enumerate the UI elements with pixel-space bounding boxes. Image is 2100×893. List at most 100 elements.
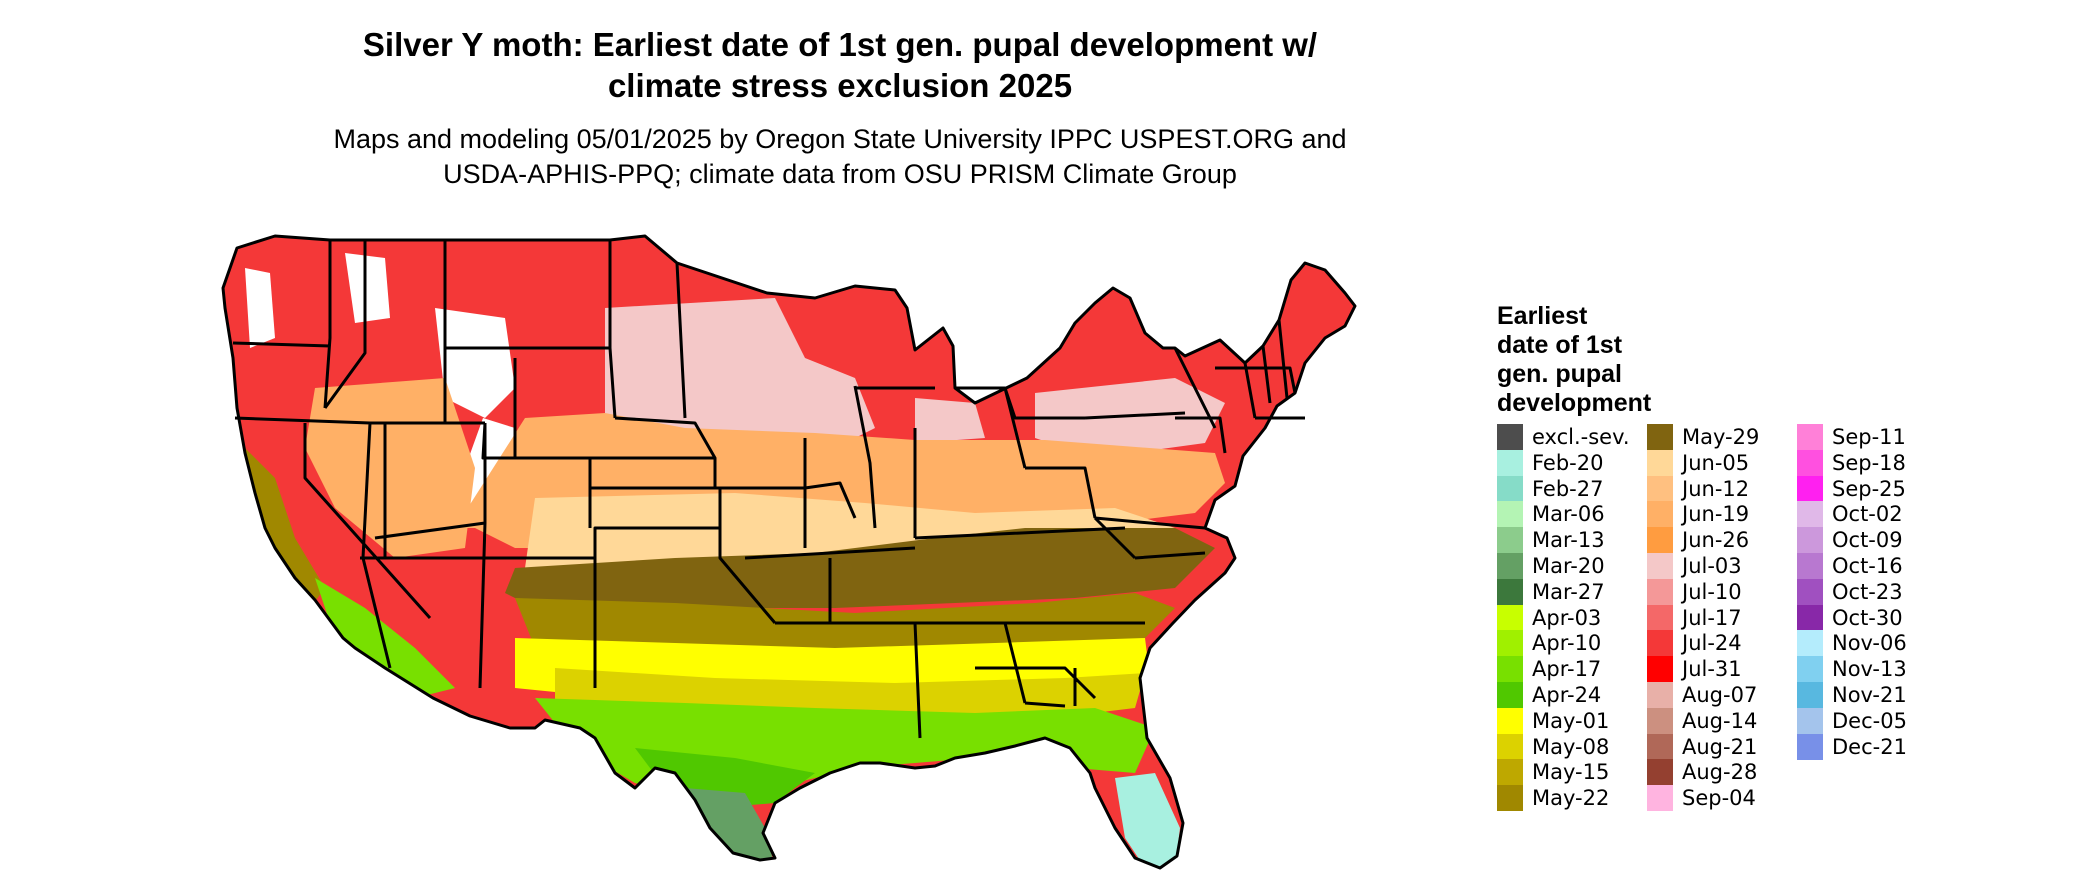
legend-item: Oct-16 [1797, 553, 1903, 579]
legend-swatch [1497, 527, 1523, 554]
lakes-light-zone [915, 398, 985, 443]
legend-item: Jul-31 [1647, 656, 1742, 683]
legend-item: Mar-06 [1497, 501, 1605, 528]
legend-swatch [1797, 501, 1823, 528]
legend-title-line: development [1497, 389, 1652, 417]
legend-label: Jun-12 [1682, 476, 1750, 501]
legend-label: Oct-16 [1832, 554, 1903, 578]
legend-item: Sep-11 [1797, 424, 1906, 450]
legend-title-line: date of 1st [1497, 331, 1623, 359]
legend-swatch [1647, 527, 1673, 554]
legend-item: Jun-19 [1647, 501, 1749, 528]
legend-label: Mar-13 [1532, 528, 1605, 553]
legend-label: Aug-07 [1682, 683, 1758, 707]
legend-label: May-01 [1532, 708, 1610, 733]
legend-item: Jul-17 [1647, 604, 1742, 631]
legend-item: Aug-07 [1647, 682, 1757, 708]
legend-item: Aug-21 [1647, 733, 1758, 760]
legend-label: May-22 [1532, 786, 1610, 811]
cascades-high-country [245, 268, 275, 348]
legend-swatch [1797, 707, 1823, 734]
legend-swatch [1497, 682, 1523, 708]
legend-label: Apr-10 [1532, 631, 1602, 656]
legend-label: Aug-21 [1682, 734, 1758, 759]
legend-label: Aug-28 [1682, 760, 1758, 785]
legend-swatch [1647, 424, 1673, 450]
legend-swatch [1797, 656, 1823, 683]
legend-title: Earliest date of 1st gen. pupal developm… [1497, 302, 1717, 418]
legend-swatch [1797, 578, 1823, 605]
legend-title-line: Earliest [1497, 302, 1588, 330]
legend-label: Oct-09 [1832, 528, 1903, 553]
legend-item: Jul-03 [1647, 553, 1742, 579]
legend-swatch [1497, 733, 1523, 760]
legend-label: Apr-24 [1532, 683, 1602, 707]
legend-swatch [1647, 578, 1673, 605]
legend-item: Aug-28 [1647, 759, 1758, 786]
legend-swatch [1647, 682, 1673, 708]
legend-item: Nov-21 [1797, 682, 1907, 708]
legend-label: Jun-05 [1682, 450, 1750, 475]
legend-item: Jul-24 [1647, 630, 1742, 657]
color-legend: excl.-sev. Feb-20 Feb-27 Mar-06 Mar-13 Mar-20… [1497, 424, 2097, 814]
us-phenology-map [221, 234, 1357, 870]
wyoming-high-country [435, 308, 515, 418]
legend-swatch [1647, 630, 1673, 657]
legend-label: Apr-03 [1532, 605, 1602, 630]
legend-swatch [1647, 785, 1673, 812]
legend-swatch [1797, 553, 1823, 579]
legend-label: Sep-18 [1832, 450, 1906, 475]
legend-label: Jul-03 [1682, 554, 1742, 578]
legend-swatch [1497, 424, 1523, 450]
california-olive-zone [235, 438, 325, 608]
legend-label: Feb-20 [1532, 450, 1604, 475]
legend-label: Apr-17 [1532, 657, 1602, 682]
legend-swatch [1497, 656, 1523, 683]
legend-swatch [1647, 733, 1673, 760]
legend-swatch [1497, 501, 1523, 528]
legend-swatch [1647, 475, 1673, 502]
country-outline [221, 234, 1357, 870]
legend-item: Feb-20 [1497, 449, 1604, 476]
legend-swatch [1497, 759, 1523, 786]
legend-label: Sep-11 [1832, 425, 1906, 449]
legend-label: excl.-sev. [1532, 425, 1630, 449]
olive-band [505, 528, 1215, 613]
legend-label: Jul-10 [1682, 579, 1742, 604]
state-borders [221, 234, 1357, 870]
legend-item: May-08 [1497, 733, 1610, 760]
legend-swatch [1497, 553, 1523, 579]
legend-swatch [1497, 785, 1523, 812]
legend-label: Mar-20 [1532, 554, 1605, 578]
legend-item: Apr-24 [1497, 682, 1601, 708]
northeast-light-zone [1035, 378, 1225, 458]
legend-label: Nov-06 [1832, 631, 1907, 656]
legend-swatch [1647, 656, 1673, 683]
legend-label: Mar-06 [1532, 502, 1605, 527]
legend-swatch [1497, 707, 1523, 734]
legend-item: Dec-05 [1797, 707, 1907, 734]
legend-swatch [1647, 501, 1673, 528]
legend-label: May-29 [1682, 425, 1760, 449]
legend-item: Nov-13 [1797, 656, 1907, 683]
legend-swatch [1497, 578, 1523, 605]
north-central-zone [605, 298, 875, 458]
legend-label: Dec-05 [1832, 708, 1907, 733]
legend-item: Mar-27 [1497, 578, 1605, 605]
legend-label: Jul-17 [1682, 605, 1742, 630]
legend-item: Sep-18 [1797, 449, 1906, 476]
legend-item: May-22 [1497, 785, 1610, 812]
legend-swatch [1647, 604, 1673, 631]
legend-item: Sep-04 [1647, 785, 1756, 812]
legend-label: May-08 [1532, 734, 1610, 759]
legend-swatch [1797, 630, 1823, 657]
map-title-line-2: climate stress exclusion 2025 [607, 67, 1073, 104]
legend-label: Sep-25 [1832, 476, 1906, 501]
map-subtitle-line-1: Maps and modeling 05/01/2025 by Oregon S… [333, 124, 1347, 154]
legend-swatch [1497, 475, 1523, 502]
legend-item: May-01 [1497, 707, 1610, 734]
legend-swatch [1797, 475, 1823, 502]
map-subtitle-line-2: USDA-APHIS-PPQ; climate data from OSU PR… [443, 159, 1237, 189]
legend-item: Jun-05 [1647, 449, 1750, 476]
legend-item: Sep-25 [1797, 475, 1906, 502]
